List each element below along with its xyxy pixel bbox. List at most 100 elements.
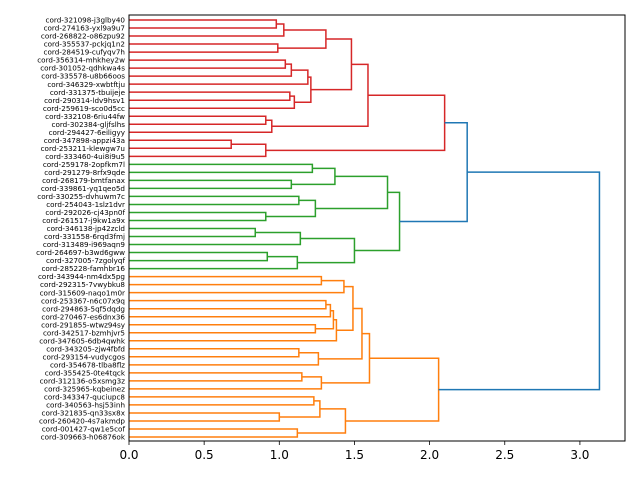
dendrogram-link: [315, 175, 389, 210]
dendrogram-link: [129, 195, 300, 206]
dendrogram-link: [399, 122, 468, 223]
leaf-label: cord-291279-8rfx9qde: [44, 168, 125, 177]
leaf-label: cord-292026-cj43pn0f: [45, 208, 125, 217]
dendrogram-link: [129, 255, 299, 270]
leaf-label: cord-294863-5qf5dqdg: [42, 304, 125, 313]
x-tick-label: 2.0: [420, 448, 439, 462]
leaf-label: cord-346138-jp42zcld: [47, 224, 125, 233]
leaf-label: cord-268822-o86zpu92: [41, 32, 125, 41]
dendrogram-link: [129, 227, 257, 238]
leaf-label: cord-330255-dvhuwm7c: [37, 192, 125, 201]
dendrogram-link: [310, 38, 353, 91]
dendrogram-link: [297, 237, 356, 264]
dendrogram-link: [297, 408, 347, 434]
leaf-label: cord-346329-xwbtftju: [47, 80, 125, 89]
dendrogram-link: [129, 275, 323, 286]
leaf-label: cord-339861-yq1qeo5d: [41, 184, 125, 193]
dendrogram-link: [265, 199, 317, 218]
leaf-label: cord-254043-1slz1dvr: [46, 200, 125, 209]
leaf-label: cord-333460-4ui8i9u5: [45, 152, 125, 161]
dendrogram-link: [129, 323, 317, 334]
dendrogram-link: [129, 376, 323, 390]
leaf-label: cord-343205-zjw4fbfd: [46, 344, 125, 353]
leaf-label: cord-264697-b3wd6gww: [36, 248, 125, 257]
leaf-label: cord-332108-6riu44fw: [45, 112, 125, 121]
dendrogram-link: [129, 23, 285, 37]
dendrogram-link: [129, 119, 273, 134]
dendrogram-link: [129, 279, 345, 294]
dendrogram-link: [129, 251, 269, 262]
dendrogram-link: [129, 143, 267, 158]
dendrogram-link: [129, 428, 299, 438]
x-tick-label: 0.5: [195, 448, 214, 462]
leaf-label: cord-343944-nm4dx5pg: [38, 272, 125, 281]
dendrogram-link: [129, 299, 327, 310]
dendrogram-link: [129, 139, 232, 150]
x-tick-label: 1.0: [270, 448, 289, 462]
dendrogram-link: [354, 191, 401, 252]
leaf-label: cord-301052-qdhkwa4s: [40, 64, 125, 73]
axes-frame: [128, 14, 626, 442]
leaf-label: cord-260420-4s7akmdp: [39, 417, 125, 426]
leaf-label: cord-293154-vudycgos: [43, 352, 126, 361]
leaf-label: cord-312136-o5xsmg3z: [40, 376, 126, 385]
dendrogram-link: [129, 91, 291, 101]
dendrogram-link: [129, 352, 320, 366]
leaf-label: cord-321835-qn33sx8x: [42, 409, 126, 418]
leaf-label: cord-285228-famhbr16: [41, 264, 125, 273]
x-tick-label: 0.0: [119, 448, 138, 462]
dendrogram-link: [129, 163, 314, 174]
leaf-label: cord-309663-h06876ok: [41, 433, 126, 442]
leaf-label: cord-315609-naqo1m0r: [40, 288, 125, 297]
leaf-label: cord-291855-wtwz94sy: [41, 320, 126, 329]
dendrogram-link: [277, 29, 327, 49]
leaf-label: cord-294427-6eiligyy: [49, 128, 126, 137]
leaf-label: cord-327005-7zgolyqf: [46, 256, 125, 265]
dendrogram-link: [129, 372, 303, 382]
leaf-label: cord-290314-ldv9hsv1: [44, 96, 125, 105]
leaf-label: cord-340563-hsj53inh: [46, 401, 125, 410]
dendrogram-link: [291, 167, 336, 186]
leaf-label: cord-343347-quciupc8: [44, 393, 126, 402]
dendrogram-link: [129, 179, 293, 190]
leaf-label: cord-302384-gljfslhs: [52, 120, 126, 129]
leaf-label: cord-001427-qw1e5cof: [42, 425, 126, 434]
leaf-label: cord-342517-bzmhjvr5: [43, 328, 125, 337]
dendrogram-link: [271, 63, 369, 128]
leaf-label: cord-335578-u8b66oos: [41, 72, 125, 81]
leaf-label: cord-284519-cufyqv7h: [44, 48, 125, 57]
dendrogram-link: [265, 94, 446, 152]
leaf-label: cord-355537-pckjq1n2: [44, 40, 125, 49]
leaf-label: cord-253367-n6c07x9q: [41, 296, 125, 305]
leaf-label: cord-313489-i969aqn9: [43, 240, 126, 249]
dendrogram-link: [129, 95, 296, 109]
dendrogram-link: [129, 211, 267, 222]
dendrogram-link: [129, 43, 279, 53]
dendrogram-link: [129, 396, 315, 406]
leaf-labels: cord-321098-j3glby40cord-274163-yxl9a9u7…: [36, 16, 126, 442]
x-tick-label: 3.0: [570, 448, 589, 462]
leaf-label: cord-292315-7vwybku8: [40, 280, 125, 289]
leaf-label: cord-331558-6rqd3fmj: [44, 232, 125, 241]
leaf-label: cord-270467-es6dnx36: [41, 312, 125, 321]
leaf-label: cord-321098-j3glby40: [46, 16, 126, 25]
leaf-label: cord-331375-tbuijeje: [50, 88, 126, 97]
leaf-label: cord-356314-mhkhey2w: [37, 56, 125, 65]
leaf-label: cord-347898-appzi43a: [44, 136, 125, 145]
leaf-label: cord-354678-tlba8flz: [50, 360, 125, 369]
dendrogram-link: [129, 303, 332, 318]
dendrogram-link: [129, 69, 309, 85]
leaf-label: cord-355425-0te4tqck: [45, 368, 126, 377]
leaf-label: cord-261517-j9kw1a9x: [42, 216, 126, 225]
dendrogram-link: [129, 63, 293, 77]
x-tick-label: 2.5: [495, 448, 514, 462]
dendrogram-link: [345, 357, 440, 422]
leaf-label: cord-274163-yxl9a9u7: [44, 24, 125, 33]
dendrogram-link: [438, 171, 601, 391]
dendrogram-link: [129, 412, 281, 422]
leaf-label: cord-253211-klewgw7u: [41, 144, 125, 153]
dendrogram-link: [129, 318, 338, 342]
x-axis-ticks: 0.0 0.5 1.0 1.5 2.0 2.5 3.0: [119, 441, 589, 462]
leaf-label: cord-347605-6db4qwhk: [39, 336, 126, 345]
